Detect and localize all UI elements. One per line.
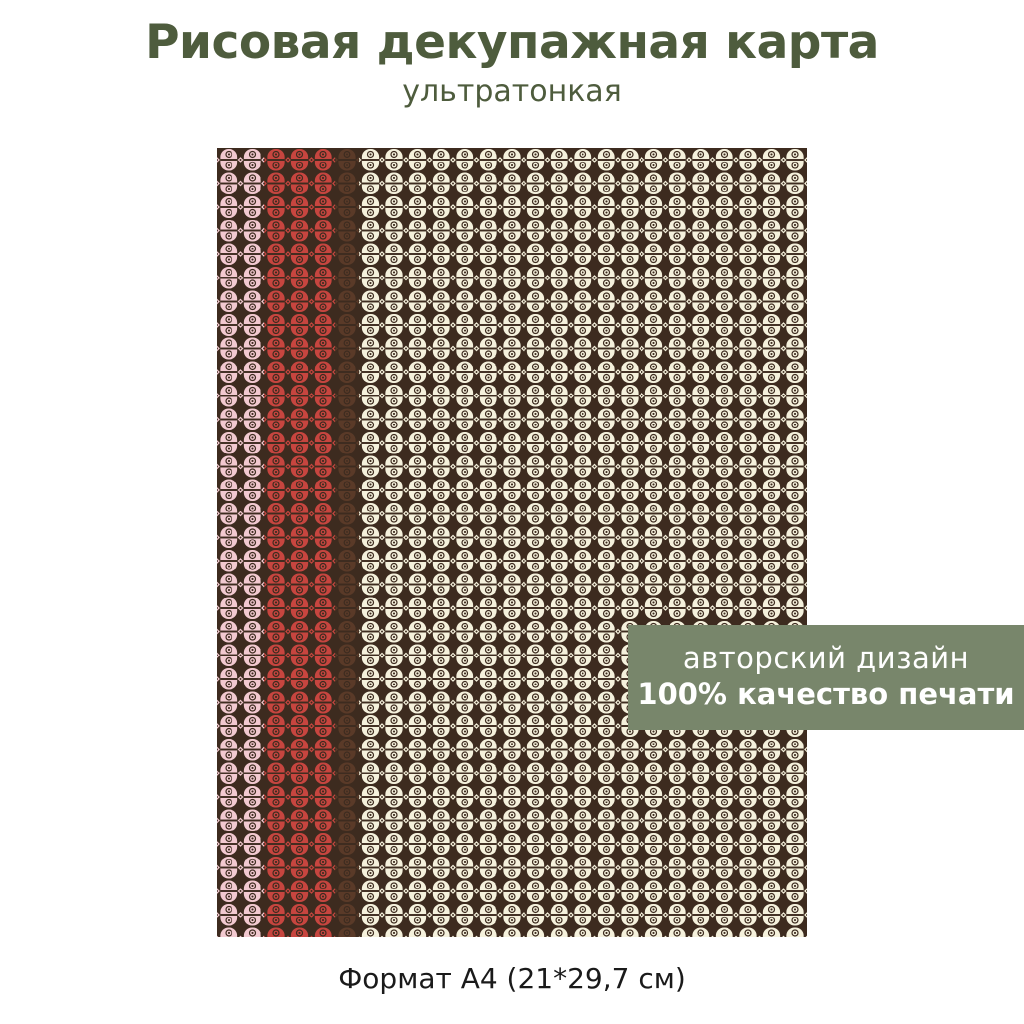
- format-label: Формат А4 (21*29,7 см): [338, 962, 686, 995]
- pattern-band-pink: [217, 148, 264, 937]
- pattern-band-brown: [335, 148, 359, 937]
- footer: Формат А4 (21*29,7 см): [0, 962, 1024, 995]
- pattern-sheet-preview: [217, 148, 807, 937]
- page-subtitle: ультратонкая: [402, 74, 622, 110]
- pattern-band-red: [264, 148, 335, 937]
- header: Рисовая декупажная карта ультратонкая: [0, 0, 1024, 108]
- badge-quality-label: 100% качество печати: [637, 677, 1015, 712]
- quality-badge: авторский дизайн 100% качество печати: [628, 625, 1024, 730]
- page-title: Рисовая декупажная карта: [145, 15, 879, 70]
- pattern-band-cream: [359, 148, 807, 937]
- badge-design-label: авторский дизайн: [682, 641, 970, 676]
